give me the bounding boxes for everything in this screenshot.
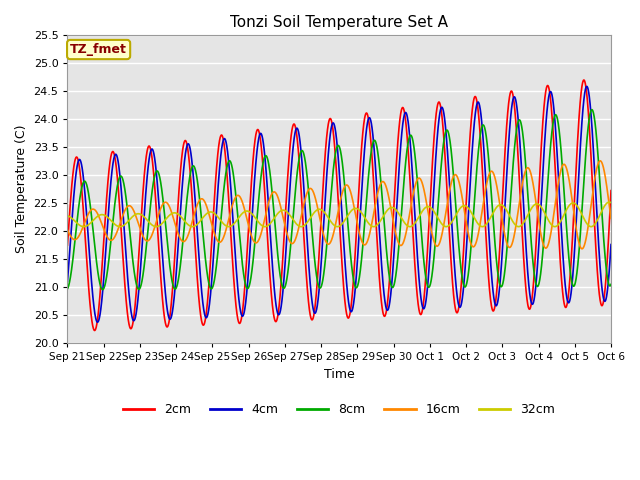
Y-axis label: Soil Temperature (C): Soil Temperature (C) xyxy=(15,125,28,253)
Title: Tonzi Soil Temperature Set A: Tonzi Soil Temperature Set A xyxy=(230,15,448,30)
Text: TZ_fmet: TZ_fmet xyxy=(70,43,127,56)
X-axis label: Time: Time xyxy=(324,368,355,381)
Legend: 2cm, 4cm, 8cm, 16cm, 32cm: 2cm, 4cm, 8cm, 16cm, 32cm xyxy=(118,398,560,421)
